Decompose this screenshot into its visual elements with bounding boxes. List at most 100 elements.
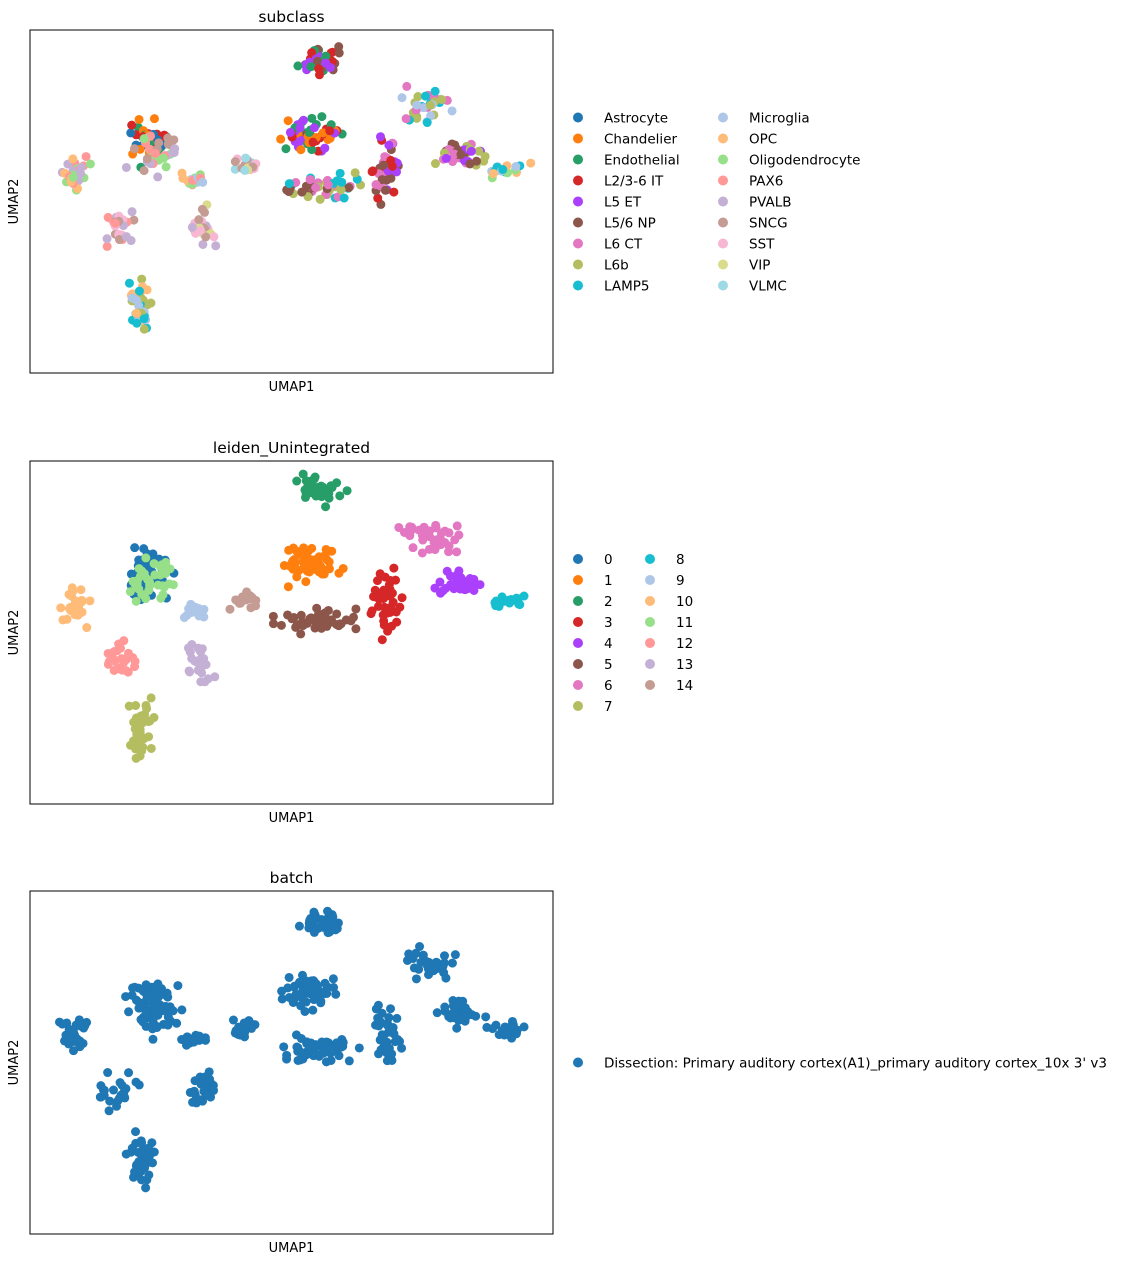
legend-marker [573, 617, 583, 627]
legend-item: 6 [573, 678, 613, 694]
data-point [132, 295, 142, 305]
legend-label: Chandelier [604, 132, 677, 148]
data-point [160, 1002, 170, 1012]
legend-item: 1 [573, 573, 613, 589]
data-point [301, 577, 311, 587]
data-point [68, 154, 78, 164]
legend-item: L5/6 NP [573, 216, 656, 232]
data-point [374, 594, 384, 604]
data-point [321, 58, 331, 68]
data-point [392, 1013, 402, 1023]
data-point [293, 61, 303, 71]
chart-title: leiden_Unintegrated [213, 439, 370, 458]
data-point [376, 132, 386, 142]
data-point [326, 916, 336, 926]
data-point [152, 1023, 162, 1033]
data-point [172, 1018, 182, 1028]
legend-label: VLMC [749, 279, 787, 295]
data-point [135, 738, 145, 748]
data-point [144, 1170, 154, 1180]
legend-label: 7 [604, 699, 613, 715]
data-point [163, 139, 173, 149]
legend-marker [573, 175, 583, 186]
data-point [296, 629, 306, 639]
data-point [130, 543, 140, 553]
data-point [132, 318, 142, 328]
data-point [309, 907, 319, 917]
data-point [456, 150, 466, 160]
data-point [198, 177, 208, 187]
data-point [67, 583, 77, 593]
data-point [331, 989, 341, 999]
data-point [124, 1007, 134, 1017]
data-point [230, 157, 240, 167]
data-point [103, 212, 113, 222]
data-point [405, 522, 415, 532]
data-point [320, 143, 330, 153]
data-point [137, 274, 147, 284]
legend-marker [573, 638, 583, 648]
chart-title: batch [270, 869, 314, 887]
data-point [351, 604, 361, 614]
data-point [161, 162, 171, 172]
data-point [447, 958, 457, 968]
data-point [418, 535, 428, 545]
x-axis-label: UMAP1 [269, 1241, 315, 1256]
data-point [283, 116, 293, 126]
legend-marker [645, 617, 655, 627]
legend-item: 9 [645, 573, 685, 589]
data-point [228, 1015, 238, 1025]
data-point [241, 1018, 251, 1028]
data-point [137, 1175, 147, 1185]
data-point [196, 647, 206, 657]
data-point [526, 158, 536, 168]
data-point [288, 997, 298, 1007]
data-point [452, 570, 462, 580]
data-point [308, 137, 318, 147]
legend-marker [573, 154, 583, 165]
y-axis-label: UMAP2 [7, 179, 22, 225]
data-point [246, 594, 256, 604]
data-point [412, 113, 422, 123]
legend-label: Endothelial [604, 153, 680, 169]
data-point [197, 204, 207, 214]
data-point [96, 1092, 106, 1102]
legend-marker [573, 196, 583, 207]
data-point [316, 987, 326, 997]
data-point [321, 502, 331, 512]
data-point [209, 232, 219, 242]
data-point [307, 564, 317, 574]
data-point [324, 493, 334, 503]
legend-item: OPC [718, 132, 777, 148]
legend-marker [645, 554, 655, 564]
data-point [268, 611, 278, 621]
data-point [469, 574, 479, 584]
data-point [114, 235, 124, 245]
data-point [334, 1051, 344, 1061]
data-point [371, 180, 381, 190]
data-point [326, 1044, 336, 1054]
data-point [431, 957, 441, 967]
data-point [134, 286, 144, 296]
legend-label: 9 [676, 573, 685, 589]
data-point [153, 172, 163, 182]
data-point [158, 153, 168, 163]
data-point [225, 604, 235, 614]
data-point [149, 1147, 159, 1157]
data-point [302, 483, 312, 493]
legend: Astrocyte Chandelier Endothelial L2/3-6 IT L… [573, 111, 860, 295]
data-point [68, 172, 78, 182]
data-point [291, 622, 301, 632]
data-point [373, 1000, 383, 1010]
data-point [246, 603, 256, 613]
data-point [81, 152, 91, 162]
data-point [128, 983, 138, 993]
data-point [335, 619, 345, 629]
legend-marker [718, 259, 728, 270]
data-point [344, 183, 354, 193]
data-point [141, 553, 151, 563]
data-point [421, 91, 431, 101]
legend-item: Dissection: Primary auditory cortex(A1)_… [573, 1056, 1107, 1072]
data-point [241, 153, 251, 163]
data-point [294, 977, 304, 987]
